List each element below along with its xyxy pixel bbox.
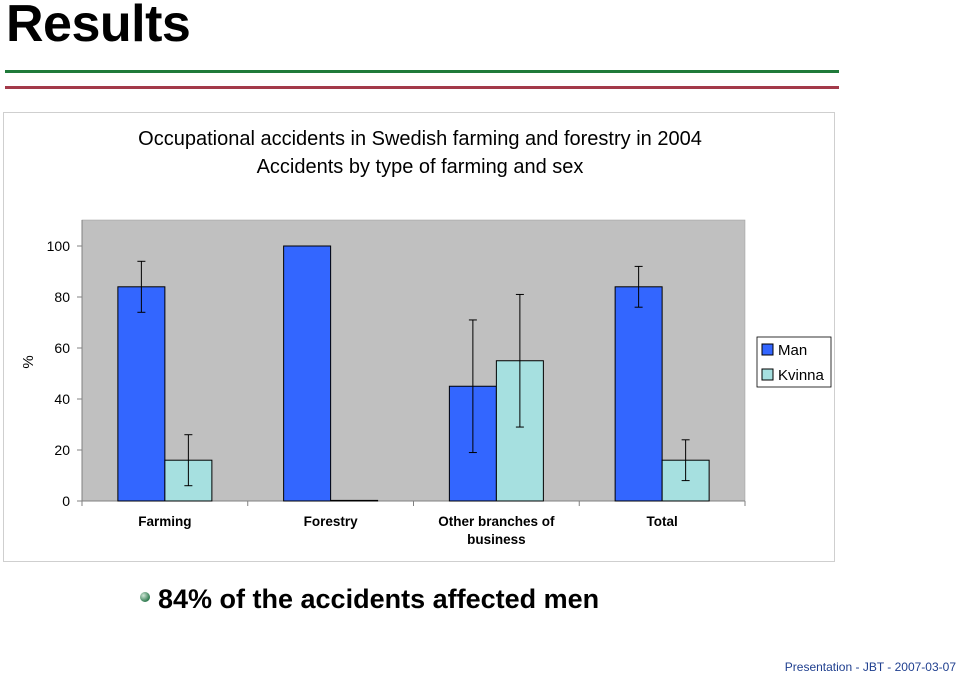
- legend-swatch-man: [761, 343, 774, 356]
- y-axis-label: %: [20, 355, 37, 368]
- footer-text: Presentation - JBT - 2007-03-07: [784, 660, 956, 674]
- y-tick-label: 40: [54, 391, 70, 407]
- y-tick-label: 100: [47, 238, 71, 254]
- chart-subtitle: Accidents by type of farming and sex: [256, 156, 584, 178]
- bar-man-0: [117, 286, 166, 502]
- bullet-icon: [140, 591, 150, 602]
- x-tick-label: Other branches of: [438, 514, 555, 529]
- bar-man-1: [283, 245, 332, 502]
- legend-label-kvinna: Kvinna: [778, 367, 825, 384]
- x-tick-label: business: [467, 532, 526, 547]
- x-tick-label: Farming: [138, 514, 191, 529]
- y-tick-label: 0: [62, 493, 70, 509]
- y-tick-label: 20: [54, 442, 70, 458]
- divider-red: [5, 86, 839, 89]
- x-tick-label: Forestry: [304, 514, 359, 529]
- bullet-point: 84% of the accidents affected men: [140, 584, 599, 615]
- y-tick-label: 60: [54, 340, 70, 356]
- bar-man-3: [614, 286, 663, 502]
- legend-label-man: Man: [778, 342, 807, 359]
- divider-green: [5, 70, 839, 73]
- chart-title: Occupational accidents in Swedish farmin…: [138, 128, 702, 150]
- bullet-text: 84% of the accidents affected men: [158, 584, 600, 614]
- x-tick-label: Total: [647, 514, 678, 529]
- legend-swatch-kvinna: [761, 368, 774, 381]
- y-tick-label: 80: [54, 289, 70, 305]
- bar-kvinna-1: [330, 499, 379, 502]
- slide-title: Results: [6, 0, 191, 53]
